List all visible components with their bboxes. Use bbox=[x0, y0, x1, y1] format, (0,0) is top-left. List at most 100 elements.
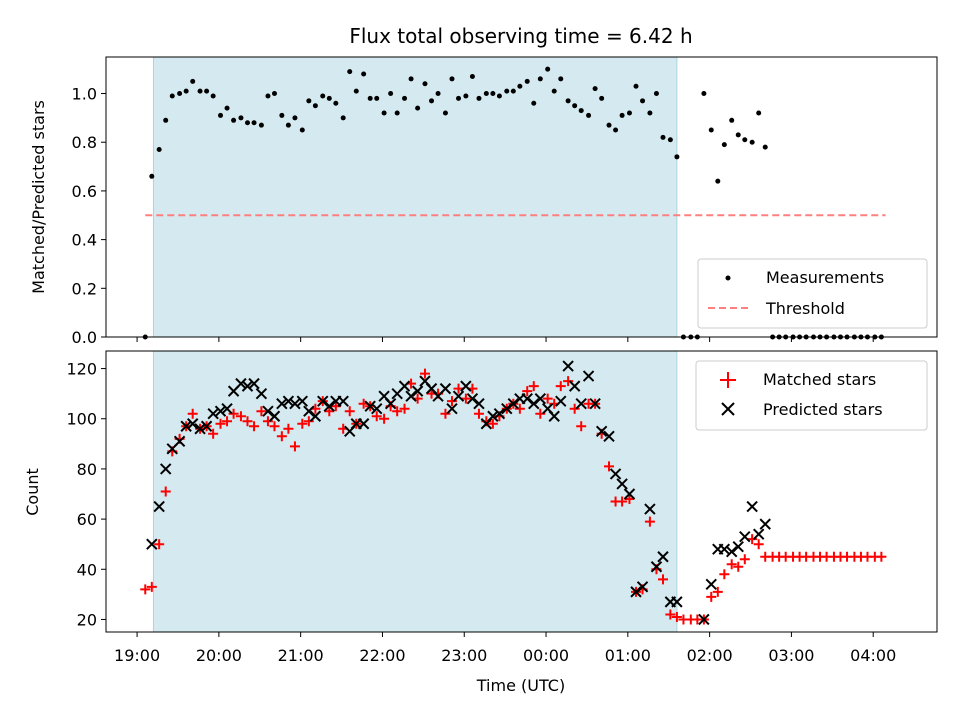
measurement-point bbox=[531, 100, 537, 106]
predicted-star-marker bbox=[186, 418, 199, 430]
measurement-point bbox=[218, 112, 224, 118]
measurement-point bbox=[476, 95, 482, 101]
x-tick-label: 19:00 bbox=[114, 646, 160, 665]
predicted-star-marker bbox=[289, 397, 301, 410]
predicted-star-marker bbox=[575, 397, 587, 410]
measurement-point bbox=[537, 76, 543, 82]
legend-threshold-label: Threshold bbox=[765, 299, 845, 318]
measurement-point bbox=[190, 78, 196, 84]
matched-star-marker bbox=[392, 406, 403, 417]
matched-star-marker bbox=[379, 413, 390, 424]
matched-star-marker bbox=[303, 416, 314, 427]
predicted-star-marker bbox=[268, 410, 281, 422]
legend-predicted-label: Predicted stars bbox=[763, 400, 883, 419]
x-axis-label: Time (UTC) bbox=[476, 676, 565, 695]
x-tick-label: 01:00 bbox=[605, 646, 651, 665]
predicted-star-marker bbox=[705, 578, 717, 591]
measurement-point bbox=[422, 81, 428, 87]
predicted-star-marker bbox=[657, 551, 669, 563]
top-legend-box bbox=[697, 258, 928, 329]
predicted-star-marker bbox=[595, 425, 608, 437]
matched-star-marker bbox=[187, 408, 198, 419]
matched-star-marker bbox=[440, 408, 451, 419]
matched-star-marker bbox=[249, 421, 260, 432]
measurement-point bbox=[251, 120, 257, 126]
matched-star-marker bbox=[140, 584, 151, 595]
measurement-point bbox=[292, 115, 298, 121]
x-tick-label: 22:00 bbox=[359, 646, 405, 665]
predicted-star-marker bbox=[160, 463, 172, 475]
bottom-y-ticks: 20 40 60 80 100 120 bbox=[66, 360, 106, 629]
predicted-star-marker bbox=[262, 405, 274, 417]
predicted-star-marker bbox=[487, 410, 499, 422]
measurement-point bbox=[756, 110, 762, 116]
predicted-star-marker bbox=[405, 390, 417, 402]
measurement-point bbox=[367, 95, 373, 101]
measurement-point bbox=[606, 122, 612, 128]
matched-star-marker bbox=[242, 416, 253, 427]
measurement-point bbox=[483, 91, 489, 97]
matched-star-marker bbox=[706, 591, 717, 602]
predicted-star-marker bbox=[364, 400, 376, 412]
matched-star-marker bbox=[371, 411, 382, 422]
measurement-point bbox=[653, 91, 659, 97]
matched-star-marker bbox=[563, 376, 574, 387]
predicted-star-marker bbox=[221, 402, 233, 415]
y-tick-label: 120 bbox=[66, 360, 97, 379]
measurement-point bbox=[640, 98, 646, 104]
predicted-star-marker bbox=[317, 395, 329, 407]
measurement-point bbox=[599, 95, 605, 101]
measurement-point bbox=[388, 91, 394, 97]
measurement-point bbox=[721, 142, 727, 148]
measurement-point bbox=[340, 115, 346, 121]
predicted-star-marker bbox=[411, 385, 424, 397]
matched-star-marker bbox=[555, 381, 566, 392]
measurement-point bbox=[674, 154, 680, 160]
matched-star-marker bbox=[528, 381, 539, 392]
matched-star-marker bbox=[269, 421, 280, 432]
x-tick-label: 23:00 bbox=[441, 646, 487, 665]
matched-star-marker bbox=[712, 586, 723, 597]
predicted-star-marker bbox=[200, 420, 213, 432]
measurement-point bbox=[408, 76, 414, 82]
matched-star-marker bbox=[719, 569, 730, 580]
predicted-star-marker bbox=[214, 405, 227, 417]
measurement-point bbox=[163, 117, 169, 123]
predicted-star-marker bbox=[146, 538, 158, 550]
measurement-point bbox=[435, 91, 441, 97]
bottom-legend-box bbox=[695, 360, 928, 431]
predicted-star-marker bbox=[337, 395, 349, 407]
x-tick-label: 04:00 bbox=[850, 646, 896, 665]
measurement-point bbox=[504, 88, 510, 94]
measurement-point bbox=[271, 91, 277, 97]
matched-star-marker bbox=[665, 609, 676, 620]
top-panel: 0.0 0.2 0.4 0.6 0.8 1.0 Matched/Predicted sta… bbox=[29, 56, 938, 347]
y-tick-label: 1.0 bbox=[72, 85, 97, 104]
legend-matched-label: Matched stars bbox=[763, 370, 876, 389]
x-tick-label: 21:00 bbox=[278, 646, 324, 665]
matched-star-marker bbox=[753, 539, 764, 550]
matched-star-marker bbox=[542, 393, 553, 404]
predicted-star-marker bbox=[452, 390, 465, 402]
matched-star-marker bbox=[569, 403, 580, 414]
matched-star-marker bbox=[487, 418, 498, 429]
measurement-point bbox=[306, 98, 312, 104]
matched-star-marker bbox=[262, 416, 273, 427]
legend-measurements-label: Measurements bbox=[766, 268, 884, 287]
matched-star-marker bbox=[460, 393, 471, 404]
y-tick-label: 60 bbox=[77, 510, 97, 529]
measurement-point bbox=[647, 110, 653, 116]
matched-star-marker bbox=[283, 423, 294, 434]
measurement-point bbox=[197, 88, 203, 94]
y-tick-label: 20 bbox=[77, 610, 97, 629]
bottom-y-axis-label: Count bbox=[23, 468, 42, 516]
measurement-point bbox=[347, 69, 353, 75]
measurement-point bbox=[551, 88, 557, 94]
measurement-point bbox=[231, 117, 237, 123]
predicted-star-markers bbox=[146, 360, 771, 626]
measurement-point bbox=[701, 91, 707, 97]
matched-star-marker bbox=[876, 551, 887, 562]
matched-star-marker bbox=[733, 561, 744, 572]
measurement-point bbox=[224, 105, 230, 111]
measurement-point bbox=[510, 88, 516, 94]
